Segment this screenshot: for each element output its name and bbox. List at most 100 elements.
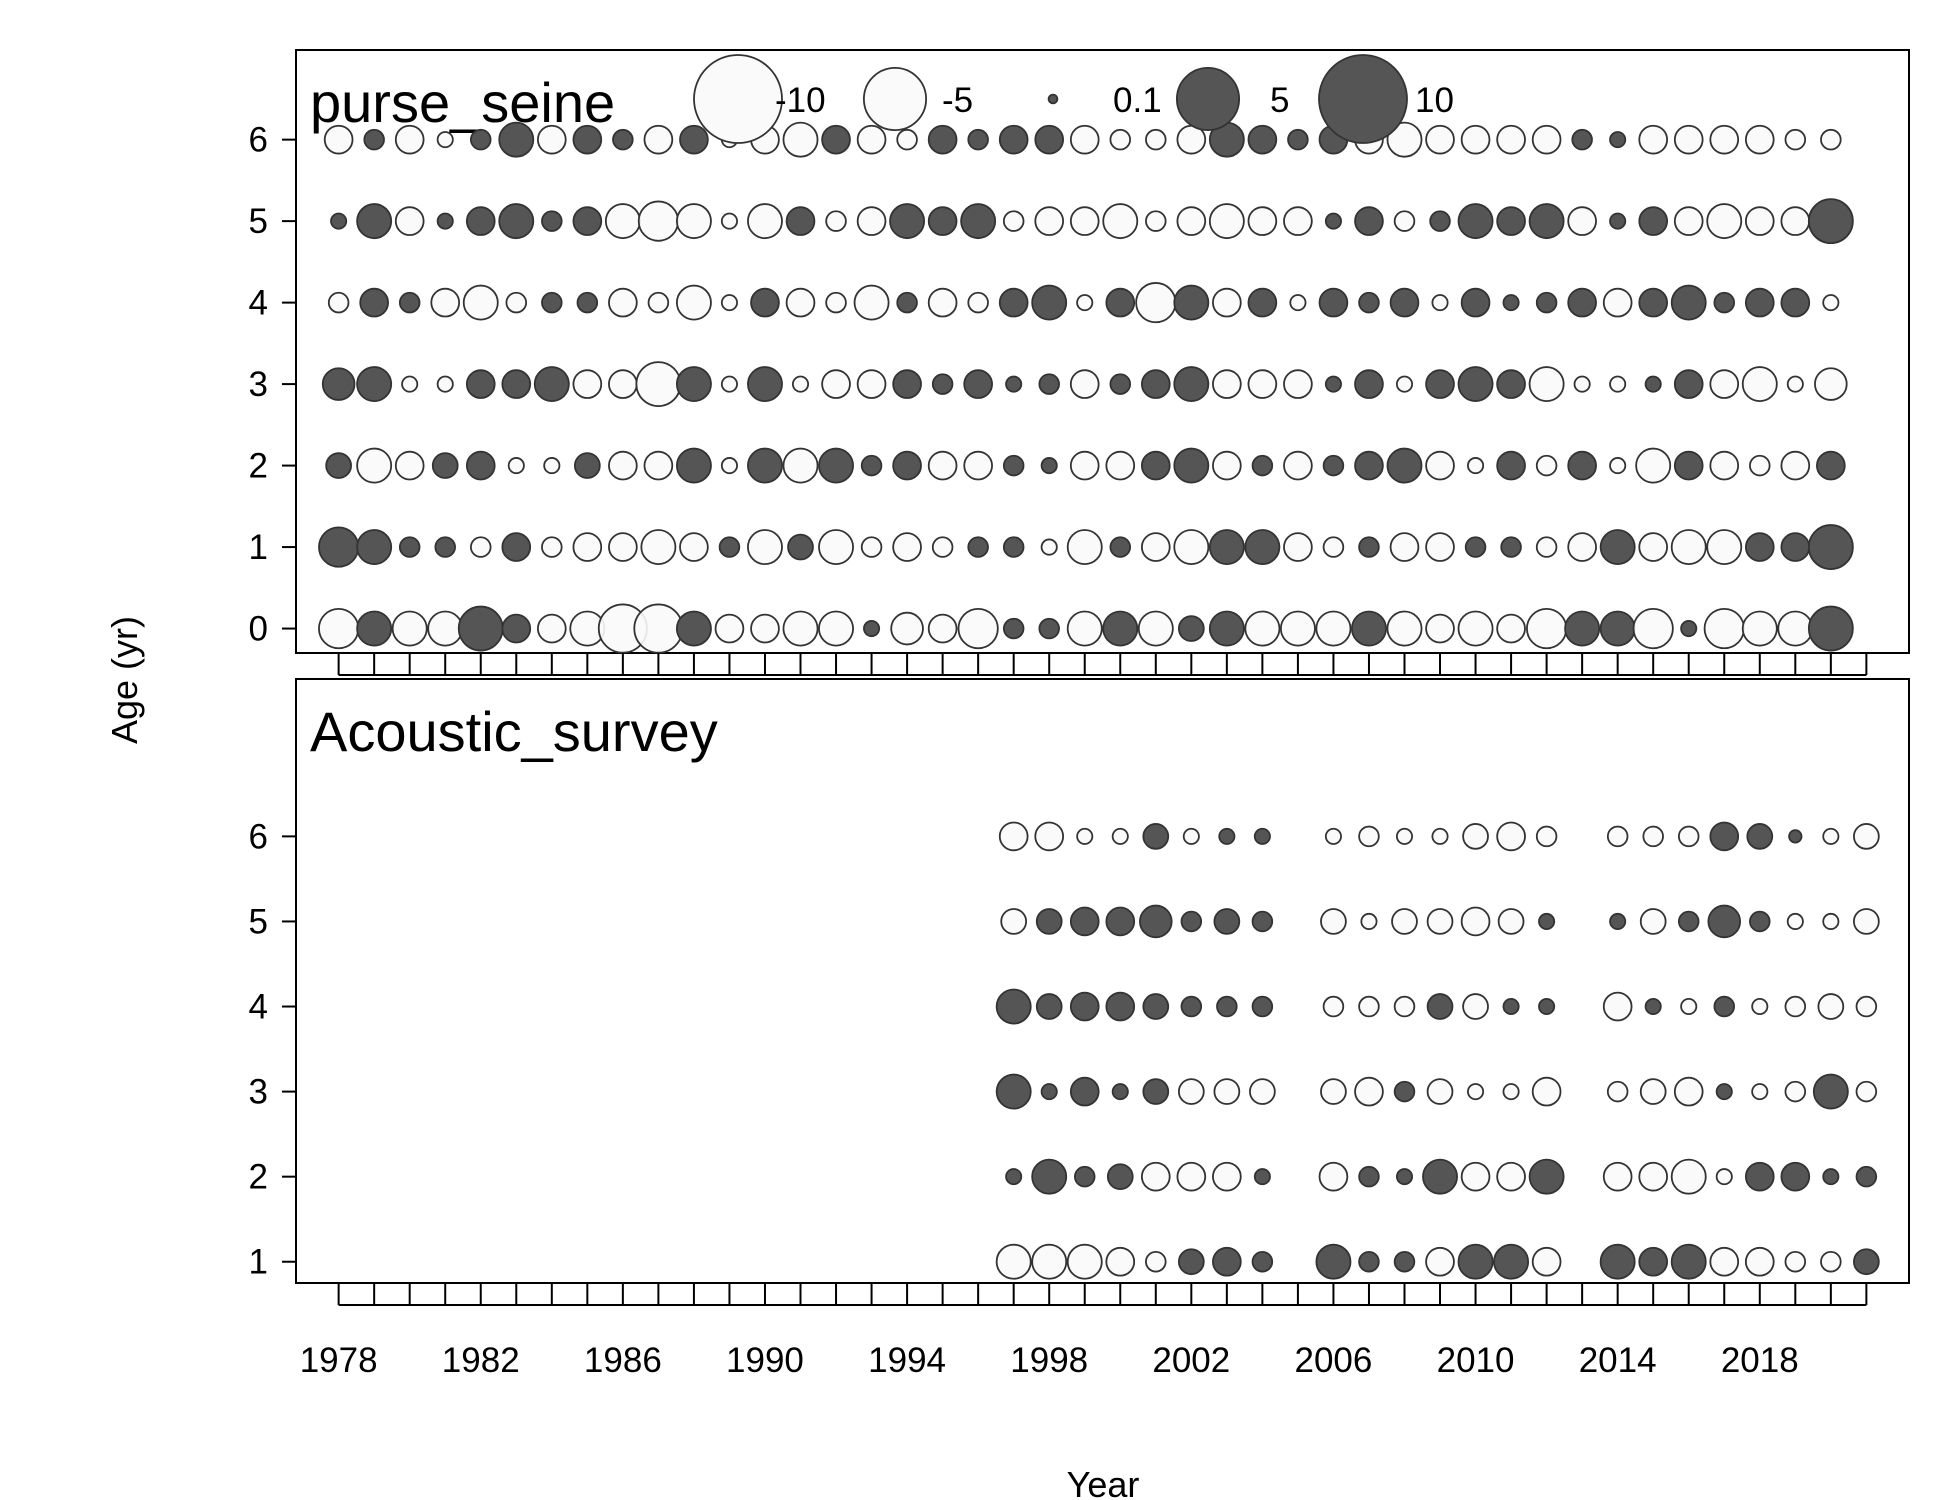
bubble-purse-seine-age6-2004 <box>1247 124 1278 155</box>
bubble-purse-seine-age2-2011 <box>1496 450 1526 481</box>
bubble-purse-seine-age4-2006 <box>1318 287 1349 318</box>
x-axis-ticks-top <box>337 653 1868 676</box>
bubble-acoustic-survey-age6-2009 <box>1431 827 1449 845</box>
bubble-purse-seine-age0-1992 <box>818 610 854 647</box>
bubble-purse-seine-age2-1978 <box>325 452 352 479</box>
bubble-acoustic-survey-age3-2021 <box>1855 1080 1878 1103</box>
bubble-acoustic-survey-age1-2000 <box>1105 1246 1136 1277</box>
y-tick-label-purse-seine-0: 0 <box>249 610 268 649</box>
bubble-purse-seine-age2-1985 <box>573 452 601 479</box>
bubble-acoustic-survey-age2-2012 <box>1528 1158 1565 1195</box>
bubble-purse-seine-age5-1995 <box>927 206 958 236</box>
bubble-acoustic-survey-age2-2007 <box>1358 1165 1380 1188</box>
bubble-purse-seine-age5-1997 <box>1002 210 1025 232</box>
bubble-purse-seine-age6-1991 <box>782 121 819 158</box>
bubble-acoustic-survey-age5-2007 <box>1360 912 1378 930</box>
bubble-purse-seine-age6-2019 <box>1784 128 1807 151</box>
bubble-purse-seine-age0-2012 <box>1526 607 1568 650</box>
bubble-acoustic-survey-age2-2017 <box>1715 1168 1733 1186</box>
bubble-acoustic-survey-age4-2000 <box>1105 991 1136 1022</box>
bubble-acoustic-survey-age5-2021 <box>1853 908 1880 935</box>
bubble-acoustic-survey-age1-2012 <box>1531 1246 1562 1277</box>
bubble-acoustic-survey-age2-1997 <box>1005 1168 1023 1186</box>
bubble-acoustic-survey-age4-1998 <box>1035 993 1063 1020</box>
bubble-purse-seine-age0-1989 <box>714 613 745 644</box>
bubble-purse-seine-age1-2007 <box>1358 536 1380 558</box>
bubble-purse-seine-age5-2012 <box>1528 203 1565 240</box>
bubble-acoustic-survey-age1-2003 <box>1212 1246 1242 1277</box>
bubble-purse-seine-age2-1999 <box>1069 450 1100 481</box>
bubble-purse-seine-age3-1986 <box>608 369 638 399</box>
bubble-acoustic-survey-age1-1997 <box>995 1243 1032 1280</box>
bubble-purse-seine-age4-2001 <box>1135 282 1177 324</box>
bubble-purse-seine-age3-1987 <box>635 361 682 407</box>
bubble-purse-seine-age4-1982 <box>462 284 499 321</box>
bubble-purse-seine-age6-2015 <box>1638 124 1669 155</box>
bubble-acoustic-survey-age1-2009 <box>1425 1246 1455 1277</box>
bubble-purse-seine-age2-2013 <box>1567 450 1597 481</box>
bubble-acoustic-survey-age5-2011 <box>1497 908 1525 935</box>
bubble-acoustic-survey-age6-2021 <box>1853 823 1880 850</box>
bubble-acoustic-survey-age6-2017 <box>1709 821 1740 852</box>
bubble-purse-seine-age0-1996 <box>957 607 999 650</box>
bubble-purse-seine-age1-2017 <box>1706 529 1743 566</box>
bubble-acoustic-survey-age4-2018 <box>1751 998 1769 1016</box>
bubble-purse-seine-age3-2011 <box>1496 369 1526 399</box>
bubble-purse-seine-age1-1987 <box>640 529 677 566</box>
bubble-acoustic-survey-age1-2014 <box>1599 1243 1636 1280</box>
bubble-purse-seine-age3-1992 <box>821 369 851 399</box>
bubble-acoustic-survey-age3-1999 <box>1069 1076 1100 1107</box>
bubble-acoustic-survey-age4-2019 <box>1784 995 1807 1018</box>
bubble-acoustic-survey-age3-2009 <box>1426 1078 1454 1105</box>
bubble-acoustic-survey-age2-1998 <box>1031 1158 1068 1195</box>
bubble-purse-seine-age6-1978 <box>323 124 354 155</box>
bubble-acoustic-survey-age3-2020 <box>1812 1073 1849 1110</box>
bubble-purse-seine-age1-2015 <box>1638 532 1669 562</box>
bubble-purse-seine-age4-1989 <box>720 294 738 312</box>
bubble-purse-seine-age4-1995 <box>927 287 958 318</box>
bubble-purse-seine-age3-1985 <box>572 369 603 399</box>
bubble-purse-seine-age2-2017 <box>1709 450 1740 481</box>
bubble-purse-seine-age0-1988 <box>675 610 712 647</box>
bubble-acoustic-survey-age5-2002 <box>1180 910 1203 933</box>
bubble-purse-seine-age4-1993 <box>853 284 890 321</box>
bubble-purse-seine-age6-1987 <box>643 124 674 155</box>
y-tick-label-purse-seine-4: 4 <box>249 284 268 323</box>
bubble-purse-seine-age4-1998 <box>1031 284 1068 321</box>
bubble-purse-seine-age6-2011 <box>1496 124 1526 155</box>
bubble-purse-seine-age2-2014 <box>1609 457 1627 475</box>
bubble-purse-seine-age2-2018 <box>1749 454 1771 477</box>
bubble-purse-seine-age1-1981 <box>434 536 456 558</box>
bubble-acoustic-survey-age5-1998 <box>1035 908 1063 935</box>
bubble-purse-seine-age5-1993 <box>856 206 887 236</box>
bubble-purse-seine-age4-2018 <box>1744 287 1775 318</box>
bubble-purse-seine-age3-2006 <box>1324 375 1342 393</box>
bubble-purse-seine-age2-2019 <box>1780 450 1811 481</box>
bubble-purse-seine-age4-2020 <box>1822 294 1840 312</box>
bubble-acoustic-survey-age3-2014 <box>1606 1080 1629 1103</box>
bubble-purse-seine-age0-1993 <box>863 620 881 638</box>
bubble-acoustic-survey-age2-2006 <box>1318 1161 1349 1192</box>
bubble-purse-seine-age5-1978 <box>330 212 348 230</box>
bubble-acoustic-survey-age2-2015 <box>1638 1161 1669 1192</box>
bubble-purse-seine-age6-1999 <box>1069 124 1100 155</box>
bubble-purse-seine-age2-1995 <box>927 450 958 481</box>
bubble-acoustic-survey-age6-2006 <box>1324 827 1342 845</box>
bubble-purse-seine-age3-2002 <box>1173 366 1210 403</box>
bubbles-acoustic-survey <box>995 821 1880 1280</box>
bubble-purse-seine-age0-1995 <box>927 613 958 644</box>
bubble-purse-seine-age0-2010 <box>1457 610 1494 647</box>
bubble-acoustic-survey-age6-2002 <box>1182 827 1200 845</box>
bubble-acoustic-survey-age5-2016 <box>1677 910 1700 933</box>
y-axis-title: Age (yr) <box>104 616 145 744</box>
y-tick-label-purse-seine-5: 5 <box>249 202 268 241</box>
bubble-purse-seine-age2-1996 <box>963 450 993 481</box>
bubble-purse-seine-age1-1995 <box>931 536 954 558</box>
bubble-purse-seine-age2-2001 <box>1140 450 1171 481</box>
bubble-purse-seine-age5-2002 <box>1176 206 1207 236</box>
bubble-purse-seine-age1-2005 <box>1283 532 1313 562</box>
bubble-purse-seine-age6-2016 <box>1673 124 1704 155</box>
panel-frame-acoustic-survey <box>295 678 1910 1284</box>
bubble-purse-seine-age2-1989 <box>720 457 738 475</box>
legend-label-0: -10 <box>775 81 826 120</box>
